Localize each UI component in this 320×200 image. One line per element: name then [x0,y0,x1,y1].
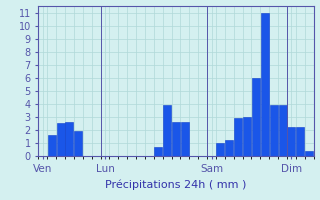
Bar [154,147,162,156]
Bar [287,127,295,156]
Bar [296,127,304,156]
X-axis label: Précipitations 24h ( mm ): Précipitations 24h ( mm ) [105,179,247,190]
Bar [66,122,74,156]
Bar [57,123,65,156]
Bar [225,140,233,156]
Bar [181,122,189,156]
Bar [261,13,269,156]
Bar [163,105,171,156]
Bar [234,118,242,156]
Bar [172,122,180,156]
Bar [74,131,82,156]
Bar [243,117,251,156]
Bar [252,78,260,156]
Bar [216,143,224,156]
Bar [270,105,278,156]
Bar [278,105,286,156]
Bar [48,135,56,156]
Bar [305,151,313,156]
